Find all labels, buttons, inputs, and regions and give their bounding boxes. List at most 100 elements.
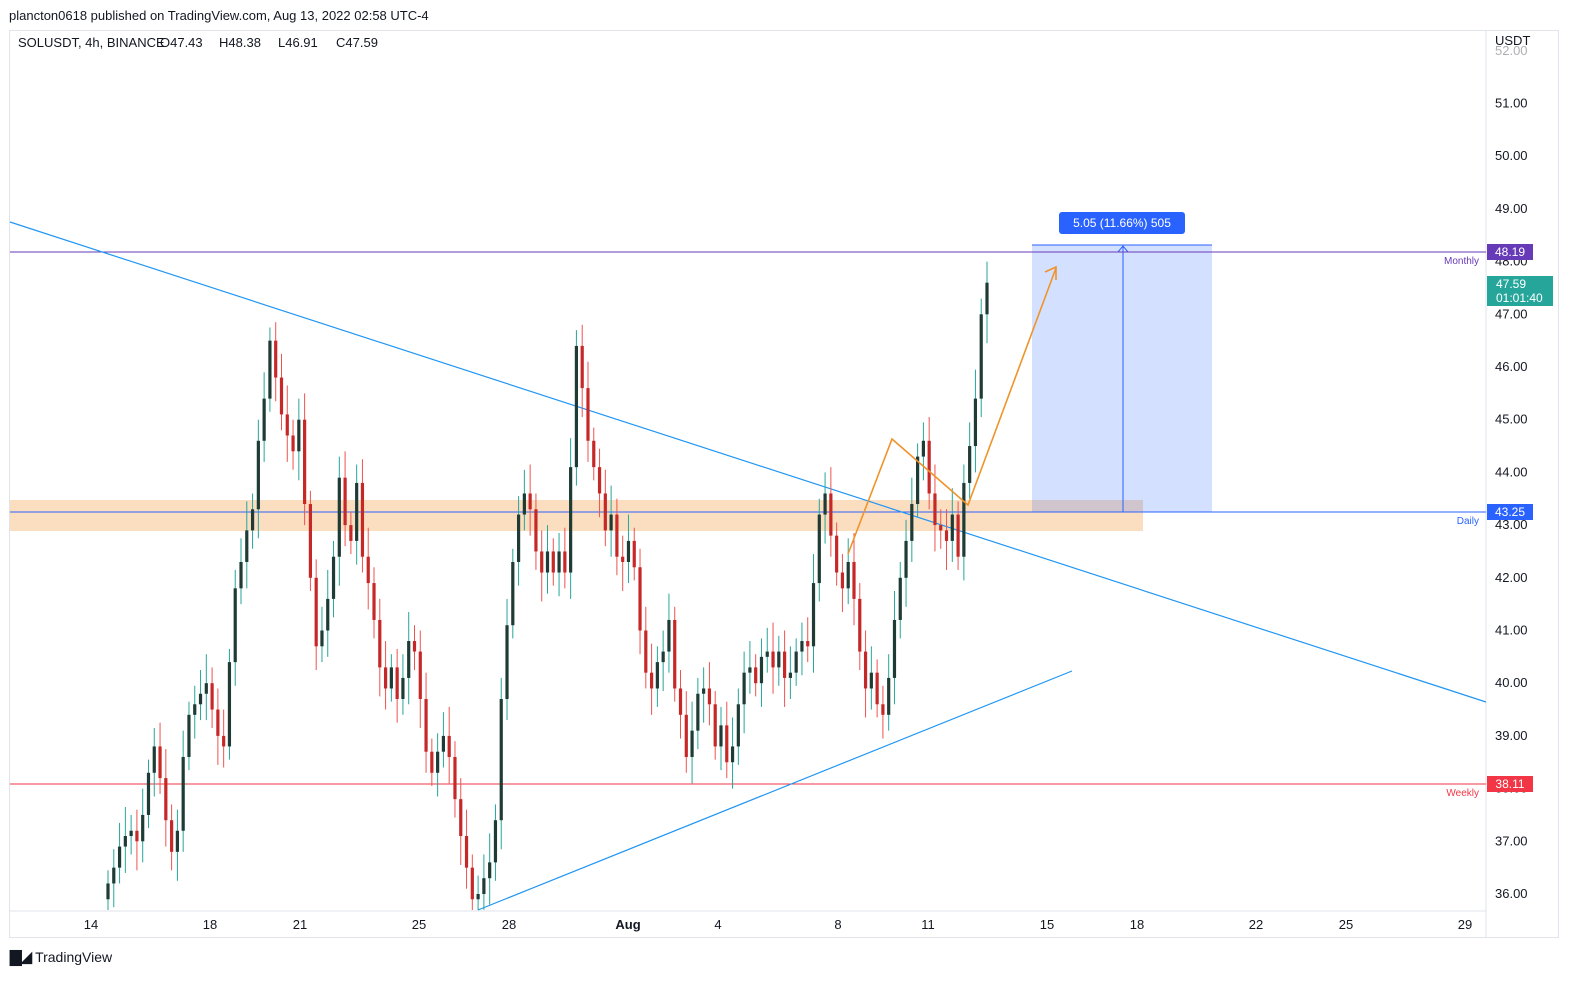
candle-up [690,730,694,757]
candle-down [673,619,677,689]
candle-down [308,504,313,578]
candle-down [927,440,931,494]
candle-up [898,577,902,620]
weekly-level-label: Weekly [1446,788,1479,799]
candle-down [303,419,307,505]
candle-down [875,672,879,705]
candle-down [453,756,457,800]
candle-down [944,530,949,541]
measure-label: 5.05 (11.66%) 505 [1073,216,1171,230]
candle-down [378,619,382,668]
ohlc-high: H48.38 [219,35,261,50]
price-tick-label: 37.00 [1495,833,1528,848]
candle-up [522,493,526,515]
candle-down [551,551,555,573]
candle-up [661,651,665,663]
price-axis: 36.0037.0038.0039.0040.0041.0042.0043.00… [1495,43,1528,901]
candle-down [863,651,868,689]
ohlc-close: C47.59 [336,35,378,50]
candle-down [279,377,284,415]
time-tick-label: 25 [1339,917,1353,932]
time-tick-label: 14 [84,917,98,932]
time-tick-label: 18 [1130,917,1144,932]
candle-down [291,435,295,452]
candle-down [840,572,845,589]
candle-down [216,709,220,736]
candle-up [817,514,821,584]
candle-up [141,814,145,842]
candle-down [621,556,625,562]
weekly-price-badge [1487,776,1533,792]
candle-up [337,477,341,557]
candle-up [569,467,573,573]
candle-up [557,551,561,573]
price-tick-label: 45.00 [1495,412,1528,427]
candle-up [152,746,156,773]
candle-down [615,514,619,557]
candle-down [314,577,318,647]
candle-down [447,735,451,757]
ohlc-open: O47.43 [160,35,203,50]
candle-down [580,345,584,389]
publisher-info: plancton0618 published on TradingView.co… [9,8,429,23]
monthly-price-text: 48.19 [1495,245,1525,259]
candle-down [430,751,434,773]
time-axis: 14 18 21 25 28 Aug 4 8 11 15 18 22 25 29 [84,917,1472,932]
candle-up [493,820,498,863]
candle-down [852,561,856,599]
candle-down [632,540,636,568]
ohlc-low: L46.91 [278,35,318,50]
daily-level-label: Daily [1457,516,1479,527]
candle-up [823,493,827,515]
candle-up [198,693,203,705]
candle-up [794,651,798,673]
price-tick-label: 36.00 [1495,886,1528,901]
candle-down [343,477,347,526]
candle-down [360,482,365,557]
measure-box[interactable] [1032,245,1212,512]
candle-up [326,598,330,631]
candle-down [858,598,862,652]
projection-path[interactable] [847,267,1057,555]
ascending-trendline[interactable] [477,670,1073,911]
candle-up [968,446,972,483]
candle-up [788,672,792,678]
candle-up [488,862,492,879]
candle-up [505,625,509,700]
chart-frame [9,30,1559,938]
tradingview-logo[interactable]: ▇◢ TradingView [10,948,112,966]
candle-down [210,683,214,710]
candle-up [476,894,480,900]
price-tick-label: 52.00 [1495,43,1528,58]
candle-down [528,493,532,510]
time-tick-label: 18 [203,917,217,932]
candle-down [424,699,428,752]
descending-trendline[interactable] [9,221,1487,703]
candle-up [545,551,550,573]
candle-down [586,388,590,441]
last-price-text: 47.59 [1496,277,1526,291]
time-tick-label: 11 [921,917,935,932]
candle-down [939,525,943,531]
daily-price-text: 43.25 [1495,505,1525,519]
candle-up [407,641,411,678]
time-tick-label: 21 [293,917,307,932]
symbol-label: SOLUSDT, 4h, BINANCE [18,35,165,50]
candle-down [725,725,729,763]
candle-up [106,883,110,900]
candle-down [418,651,422,700]
candle-up [187,714,191,757]
candle-up [921,440,925,457]
price-tick-label: 44.00 [1495,464,1528,479]
candle-down [771,651,775,668]
candle-down [158,746,162,779]
candle-up [626,540,631,562]
candle-up [962,482,966,557]
currency-label: USDT [1495,33,1530,48]
price-tick-label: 42.00 [1495,570,1528,585]
candle-up [129,830,133,837]
candle-up [846,561,850,589]
measure-label-box [1059,212,1185,234]
candle-up [245,530,249,562]
